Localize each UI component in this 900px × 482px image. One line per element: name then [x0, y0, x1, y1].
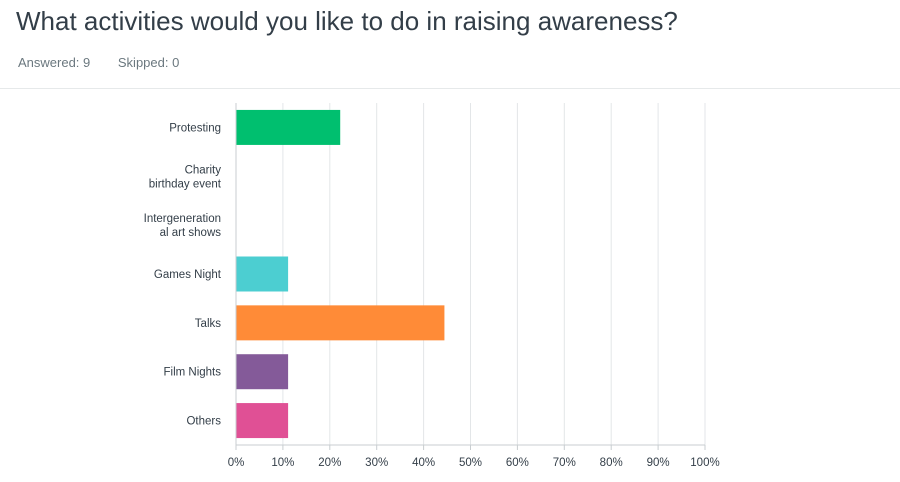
- answered-count: Answered: 9: [18, 55, 91, 70]
- x-tick-label: 0%: [228, 457, 245, 469]
- category-label: Games Night: [154, 269, 222, 281]
- category-label: Others: [186, 416, 221, 428]
- bar: [236, 354, 289, 390]
- category-label: Talks: [195, 318, 221, 330]
- chart-panel: Protesting Charity birthday event Intergene…: [0, 88, 900, 482]
- x-tick-label: 20%: [318, 457, 341, 469]
- x-tick-label: 10%: [271, 457, 294, 469]
- bar-chart: Protesting Charity birthday event Intergene…: [144, 103, 720, 469]
- x-tick-label: 60%: [506, 457, 529, 469]
- x-tick-label: 40%: [412, 457, 435, 469]
- gridlines: [235, 103, 706, 450]
- bar: [236, 305, 445, 341]
- x-tick-label: 70%: [553, 457, 576, 469]
- category-labels: Protesting Charity birthday event Intergene…: [144, 122, 222, 427]
- bars: [236, 109, 445, 439]
- x-tick-label: 80%: [600, 457, 623, 469]
- x-tick-label: 100%: [690, 457, 719, 469]
- category-label: Charity: [185, 164, 222, 176]
- category-label: Protesting: [169, 122, 221, 134]
- x-tick-label: 50%: [459, 457, 482, 469]
- response-counts: Answered: 9 Skipped: 0: [18, 55, 197, 70]
- bar: [236, 403, 289, 439]
- x-tick-label: 90%: [647, 457, 670, 469]
- category-label: Intergeneration: [144, 213, 221, 225]
- category-label: al art shows: [160, 227, 222, 239]
- skipped-count: Skipped: 0: [117, 55, 180, 70]
- category-label: birthday event: [149, 178, 222, 190]
- x-axis-ticks: 0% 10% 20% 30% 40% 50% 60% 70% 80% 90% 100%: [228, 457, 720, 469]
- bar: [236, 256, 289, 292]
- question-title: What activities would you like to do in …: [16, 6, 678, 36]
- x-tick-label: 30%: [365, 457, 388, 469]
- category-label: Film Nights: [163, 367, 221, 379]
- bar: [236, 109, 341, 145]
